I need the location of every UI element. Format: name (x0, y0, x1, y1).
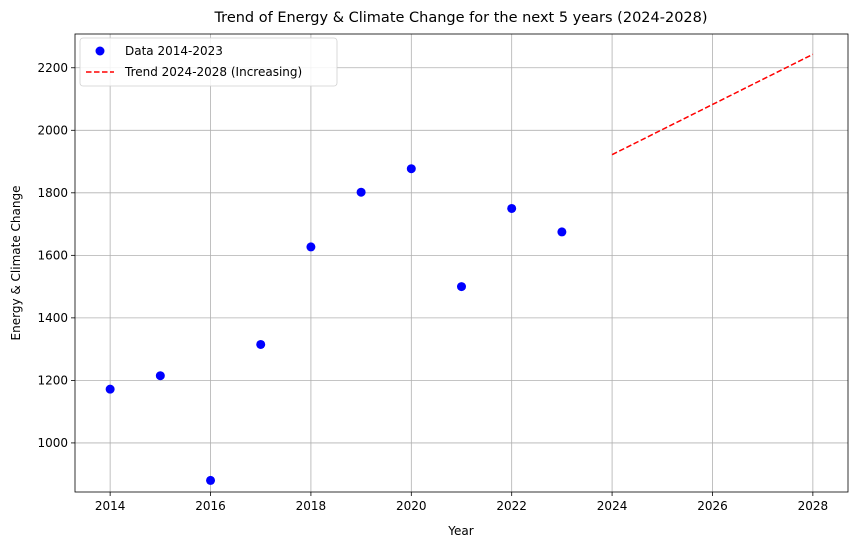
scatter-point (557, 227, 567, 237)
y-axis-label: Energy & Climate Change (9, 186, 23, 341)
scatter-point (256, 339, 266, 349)
scatter-point (507, 203, 517, 213)
x-tick-label: 2016 (195, 499, 226, 513)
y-tick-label: 2200 (37, 61, 68, 75)
grid (75, 34, 848, 492)
scatter-point (406, 164, 416, 174)
x-tick-label: 2026 (697, 499, 728, 513)
x-axis-label: Year (447, 524, 473, 538)
scatter-point (356, 187, 366, 197)
x-tick-label: 2014 (95, 499, 126, 513)
x-tick-label: 2022 (496, 499, 527, 513)
chart-title: Trend of Energy & Climate Change for the… (213, 10, 707, 26)
legend-box (79, 37, 338, 87)
y-tick-label: 1600 (37, 248, 68, 262)
y-tick-label: 1200 (37, 373, 68, 387)
scatter-point (155, 371, 165, 381)
x-tick-label: 2018 (296, 499, 327, 513)
y-tick-label: 1000 (37, 436, 68, 450)
x-tick-label: 2028 (798, 499, 829, 513)
legend-label-data: Data 2014-2023 (125, 44, 223, 58)
y-axis: 1000 1200 1400 1600 1800 2000 2200 (37, 61, 75, 450)
y-tick-label: 1800 (37, 186, 68, 200)
series-layer (105, 53, 814, 485)
legend-label-trend: Trend 2024-2028 (Increasing) (124, 65, 302, 79)
scatter-point (206, 475, 216, 485)
legend: Data 2014-2023 Trend 2024-2028 (Increasi… (79, 37, 338, 87)
y-tick-label: 2000 (37, 123, 68, 137)
legend-marker-scatter (95, 46, 105, 56)
plot-frame (74, 33, 849, 493)
x-tick-label: 2020 (396, 499, 427, 513)
trend-line (611, 53, 814, 156)
scatter-point (306, 242, 316, 252)
y-tick-label: 1400 (37, 311, 68, 325)
scatter-point (457, 282, 466, 292)
x-axis: 2014 2016 2018 2020 2022 2024 2026 2028 (95, 492, 828, 513)
scatter-point (105, 384, 115, 394)
x-tick-label: 2024 (597, 499, 628, 513)
